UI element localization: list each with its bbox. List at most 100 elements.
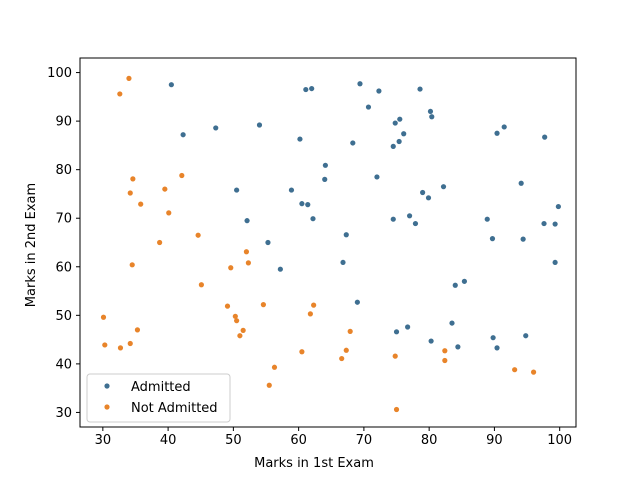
x-tick-label: 70 (356, 433, 373, 448)
point-admitted (297, 136, 303, 142)
point-not-admitted (232, 313, 238, 319)
point-not-admitted (299, 349, 305, 355)
point-admitted (455, 344, 461, 350)
point-not-admitted (347, 328, 353, 334)
x-tick-label: 60 (290, 433, 307, 448)
point-admitted (397, 116, 403, 122)
axis-ticks (76, 72, 561, 431)
point-admitted (440, 184, 447, 190)
point-not-admitted (134, 327, 141, 333)
point-admitted (390, 216, 396, 222)
point-admitted (180, 132, 186, 138)
point-admitted (322, 176, 328, 182)
point-not-admitted (198, 282, 204, 288)
point-admitted (340, 259, 346, 266)
point-not-admitted (311, 302, 317, 308)
legend-label-admitted: Admitted (131, 380, 191, 395)
y-tick-labels: 30 40 50 60 70 80 90 100 (47, 66, 72, 421)
x-tick-label: 90 (486, 433, 503, 448)
y-tick-label: 100 (47, 66, 72, 81)
point-admitted (396, 138, 402, 145)
point-admitted (309, 85, 315, 92)
point-admitted (322, 162, 328, 168)
y-tick-label: 80 (55, 163, 72, 178)
point-admitted (501, 124, 507, 130)
point-admitted (376, 88, 382, 94)
point-not-admitted (117, 91, 123, 97)
point-not-admitted (224, 303, 231, 309)
point-not-admitted (442, 357, 448, 364)
point-admitted (417, 86, 423, 92)
point-admitted (350, 140, 356, 146)
point-not-admitted (195, 232, 201, 238)
point-admitted (234, 187, 240, 193)
y-tick-label: 90 (55, 115, 72, 130)
point-admitted (288, 187, 295, 193)
point-admitted (490, 335, 496, 341)
point-not-admitted (243, 249, 250, 255)
point-admitted (277, 266, 283, 272)
point-admitted (213, 125, 219, 131)
point-admitted (555, 203, 561, 210)
point-admitted (452, 282, 458, 288)
x-axis-label: Marks in 1st Exam (254, 456, 374, 471)
y-axis-label: Marks in 2nd Exam (24, 183, 39, 307)
point-admitted (425, 195, 432, 201)
point-admitted (461, 278, 467, 284)
point-admitted (518, 180, 524, 186)
plot-frame (79, 57, 577, 428)
y-tick-label: 70 (55, 212, 72, 227)
point-admitted (244, 218, 250, 224)
point-not-admitted (245, 260, 251, 266)
point-admitted (489, 236, 496, 242)
point-not-admitted (343, 347, 349, 353)
x-tick-label: 40 (160, 433, 177, 448)
point-admitted (412, 220, 419, 227)
point-not-admitted (166, 210, 172, 216)
point-not-admitted (266, 382, 272, 388)
point-not-admitted (228, 265, 234, 271)
point-admitted (357, 81, 363, 87)
point-admitted (265, 239, 271, 246)
point-not-admitted (530, 369, 537, 375)
point-admitted (542, 134, 548, 140)
point-not-admitted (237, 333, 243, 339)
point-admitted (393, 329, 400, 335)
point-admitted (520, 236, 526, 242)
x-tick-label: 100 (547, 433, 572, 448)
point-not-admitted (129, 262, 135, 268)
point-admitted (406, 213, 413, 219)
point-admitted (392, 120, 398, 126)
point-admitted (374, 174, 380, 180)
point-admitted (343, 232, 349, 238)
legend-marker-not-admitted (104, 404, 110, 410)
legend-marker-admitted (104, 383, 110, 389)
point-not-admitted (240, 327, 246, 333)
point-admitted (484, 216, 490, 222)
point-not-admitted (393, 406, 400, 413)
point-admitted (168, 82, 174, 88)
point-admitted (354, 299, 360, 305)
point-not-admitted (157, 239, 163, 246)
point-admitted (405, 324, 411, 330)
x-tick-labels: 30 40 50 60 70 80 90 100 (95, 433, 573, 448)
point-admitted (365, 104, 372, 110)
legend: Admitted Not Admitted (86, 373, 231, 423)
y-tick-label: 60 (55, 260, 72, 275)
point-admitted (428, 338, 434, 344)
point-admitted (256, 122, 263, 128)
y-tick-label: 50 (55, 309, 72, 324)
point-admitted (390, 143, 396, 149)
point-admitted (552, 259, 558, 266)
x-tick-label: 30 (95, 433, 112, 448)
point-not-admitted (127, 190, 133, 196)
point-not-admitted (260, 302, 266, 308)
point-admitted (449, 320, 455, 326)
point-not-admitted (234, 318, 240, 324)
y-tick-label: 40 (55, 357, 72, 372)
point-not-admitted (100, 314, 107, 320)
point-admitted (541, 220, 547, 227)
point-admitted (429, 114, 435, 120)
point-admitted (552, 221, 558, 227)
point-admitted (305, 202, 311, 208)
